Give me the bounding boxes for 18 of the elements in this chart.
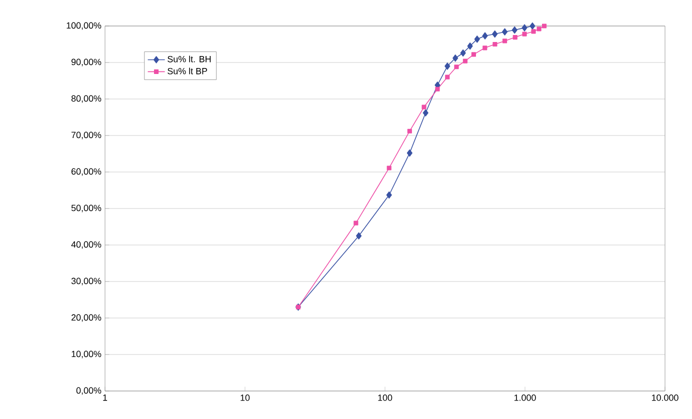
y-tick-label: 40,00% [71, 241, 102, 249]
y-tick-label: 20,00% [72, 314, 102, 322]
y-tick-label: 50,00% [71, 204, 102, 212]
y-tick-label: 70,00% [72, 132, 102, 140]
x-tick-label: 1 [103, 394, 108, 401]
y-tick-label: 10,00% [72, 350, 102, 358]
legend-label: Su% lt. BH [168, 56, 211, 62]
y-tick-label: 60,00% [72, 168, 102, 176]
y-tick-label: 0,00% [76, 387, 102, 395]
legend-label: Su% lt BP [168, 68, 208, 74]
x-tick-label: 1.000 [514, 394, 536, 401]
y-tick-label: 30,00% [71, 278, 102, 286]
x-tick-label: 10.000 [652, 394, 678, 401]
x-tick-label: 100 [378, 394, 392, 401]
y-tick-label: 100,00% [66, 22, 102, 30]
x-tick-label: 10 [240, 394, 250, 401]
y-tick-label: 90,00% [71, 58, 102, 66]
y-tick-label: 80,00% [71, 95, 102, 103]
